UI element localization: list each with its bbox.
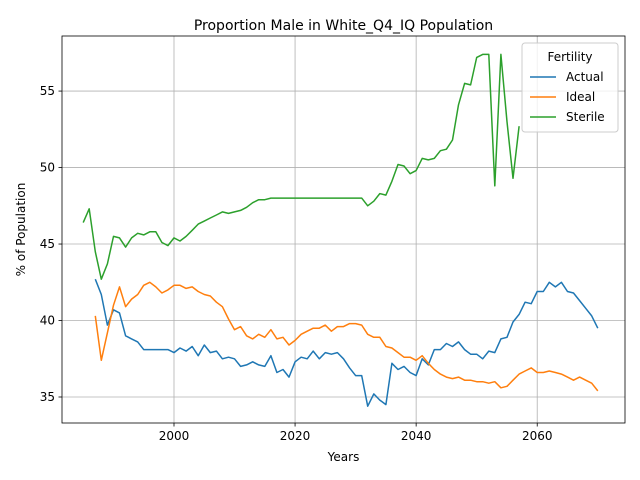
legend-label-actual: Actual — [566, 70, 604, 84]
x-axis-ticks: 2000 2020 2040 2060 — [159, 423, 553, 443]
series-line-sterile — [82, 53, 520, 280]
y-tick-label: 35 — [40, 390, 55, 404]
y-tick-label: 40 — [40, 314, 55, 328]
x-tick-label: 2040 — [401, 429, 432, 443]
x-axis-label: Years — [327, 450, 360, 464]
legend: Fertility Actual Ideal Sterile — [521, 42, 619, 133]
legend-title: Fertility — [547, 50, 592, 64]
plot-frame — [61, 35, 626, 424]
y-axis-ticks: 35 40 45 50 55 — [40, 84, 62, 404]
y-tick-label: 55 — [40, 84, 55, 98]
legend-box — [521, 42, 619, 133]
y-axis-label: % of Population — [14, 183, 28, 277]
x-tick-label: 2060 — [522, 429, 553, 443]
series-line-ideal — [94, 281, 599, 392]
legend-label-sterile: Sterile — [566, 110, 605, 124]
y-tick-label: 50 — [40, 161, 55, 175]
x-tick-label: 2000 — [159, 429, 190, 443]
series-line-actual — [94, 278, 599, 407]
y-tick-label: 45 — [40, 237, 55, 251]
legend-label-ideal: Ideal — [566, 90, 595, 104]
x-tick-label: 2020 — [280, 429, 311, 443]
series-lines — [82, 53, 599, 407]
chart-title: Proportion Male in White_Q4_IQ Populatio… — [194, 18, 493, 34]
